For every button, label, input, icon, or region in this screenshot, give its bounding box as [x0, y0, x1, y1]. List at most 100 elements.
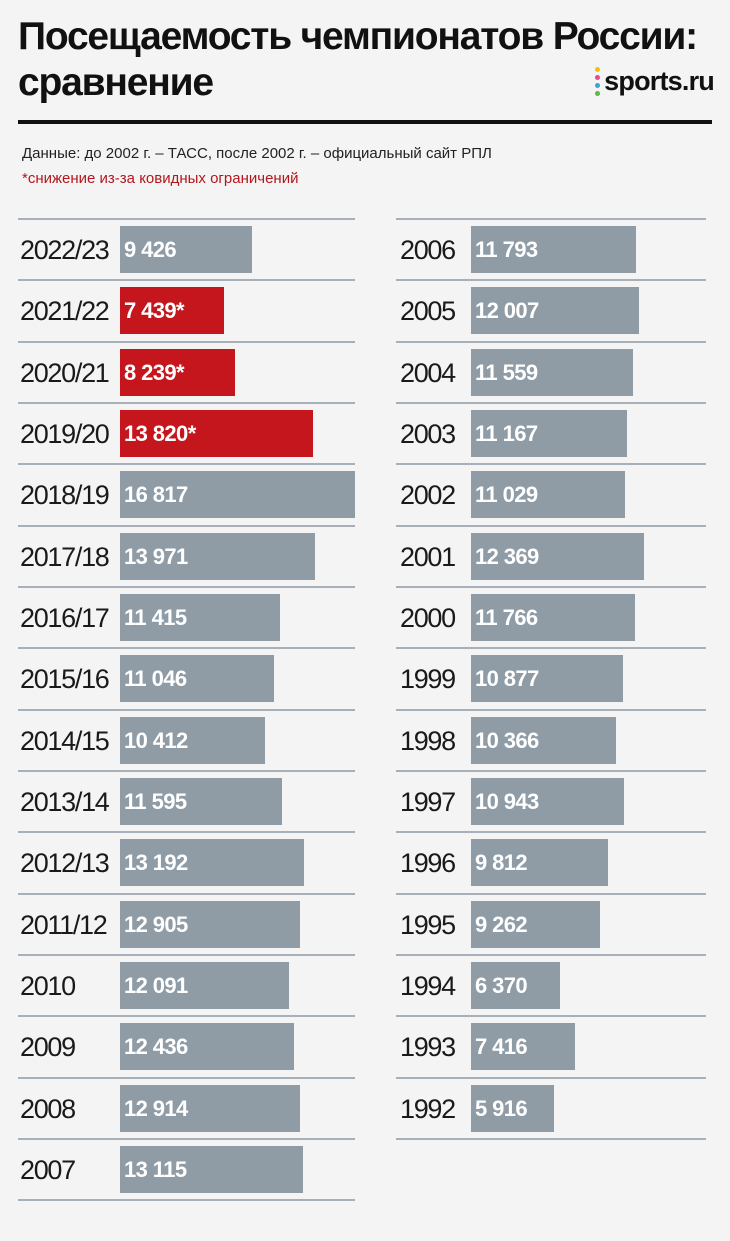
row-divider [396, 1137, 706, 1140]
attendance-bar [471, 287, 639, 335]
bar-value-label: 16 817 [124, 482, 188, 508]
season-label: 2016/17 [20, 602, 110, 633]
season-label: 2009 [20, 1032, 76, 1063]
row-divider [396, 524, 706, 527]
season-label: 2004 [400, 357, 456, 388]
season-label: 2006 [400, 235, 456, 265]
attendance-bar [120, 532, 316, 580]
row-divider [396, 1076, 706, 1079]
attendance-bar [120, 716, 266, 764]
bar-value-label: 10 412 [124, 727, 188, 753]
covid-note: *снижение из-за ковидных ограничений [22, 170, 299, 187]
bar-value-label: 12 007 [475, 298, 539, 324]
row-divider [18, 1199, 355, 1202]
row-divider [396, 218, 706, 220]
row-divider [18, 892, 355, 895]
row-divider [18, 769, 355, 772]
row-divider [18, 524, 355, 527]
bar-value-label: 6 370 [475, 972, 528, 998]
bar-value-label: 12 914 [124, 1095, 188, 1121]
attendance-bar [120, 593, 280, 641]
logo-dot-blue [595, 83, 601, 88]
season-label: 1997 [400, 786, 456, 817]
bar-value-label: 5 916 [475, 1095, 528, 1121]
row-divider [396, 463, 706, 466]
bar-value-label: 12 436 [124, 1034, 188, 1060]
logo-dot-green [595, 91, 601, 96]
attendance-bar [471, 409, 628, 457]
row-divider [18, 585, 355, 588]
attendance-bar [471, 1084, 554, 1132]
bar-value-label: 11 415 [124, 604, 187, 630]
row-divider [396, 769, 706, 772]
row-divider [18, 1137, 355, 1140]
row-divider [396, 1015, 706, 1018]
attendance-bar [120, 226, 252, 273]
attendance-bar [471, 593, 636, 641]
attendance-bar [120, 655, 275, 703]
season-label: 2014/15 [20, 725, 110, 756]
attendance-bar [471, 655, 623, 703]
season-label: 1992 [400, 1093, 456, 1124]
header-rule [18, 120, 712, 124]
season-label: 2005 [400, 296, 456, 327]
season-label: 2000 [400, 602, 456, 633]
season-label: 1996 [400, 848, 456, 879]
row-divider [18, 340, 355, 343]
logo-dot-pink [595, 75, 601, 80]
season-label: 2015/16 [20, 664, 110, 695]
attendance-bar [471, 961, 560, 1009]
attendance-bar [471, 471, 626, 519]
bar-value-label: 12 905 [124, 911, 188, 937]
attendance-bar [120, 348, 236, 396]
attendance-bar [471, 839, 609, 887]
bar-value-label: 13 115 [124, 1156, 187, 1182]
row-divider [396, 953, 706, 956]
attendance-bar [471, 900, 601, 948]
attendance-bar [471, 716, 616, 764]
attendance-bar [120, 1023, 294, 1071]
row-divider [396, 647, 706, 650]
attendance-bar [471, 777, 624, 825]
bar-value-label: 9 812 [475, 850, 528, 876]
season-label: 1998 [400, 725, 456, 756]
bar-value-label: 13 820* [124, 420, 196, 446]
attendance-bar [471, 348, 633, 396]
row-divider [18, 401, 355, 404]
row-divider [396, 708, 706, 711]
row-divider [396, 892, 706, 895]
bar-value-label: 13 971 [124, 543, 188, 569]
bar-value-label: 11 167 [475, 420, 538, 446]
bar-value-label: 11 766 [475, 604, 538, 630]
chart-title: Посещаемость чемпионатов России: сравнен… [18, 15, 698, 104]
row-divider [396, 585, 706, 588]
season-label: 2013/14 [20, 786, 110, 817]
season-label: 2019/20 [20, 418, 110, 449]
bar-value-label: 13 192 [124, 850, 188, 876]
row-divider [396, 279, 706, 282]
logo-dots-icon [595, 67, 601, 96]
attendance-bar [120, 777, 283, 825]
bar-value-label: 11 046 [124, 666, 187, 692]
bar-value-label: 12 091 [124, 972, 188, 998]
season-label: 1999 [400, 664, 456, 695]
attendance-bar [120, 1084, 301, 1132]
bar-value-label: 12 369 [475, 543, 539, 569]
attendance-bar [120, 409, 314, 457]
season-label: 2020/21 [20, 357, 110, 388]
season-label: 1994 [400, 970, 456, 1001]
source-note: Данные: до 2002 г. – ТАСС, после 2002 г.… [22, 145, 492, 162]
attendance-bar [120, 961, 289, 1009]
season-label: 2001 [400, 541, 456, 572]
row-divider [18, 1015, 355, 1018]
bar-value-label: 11 595 [124, 788, 187, 814]
bar-value-label: 9 426 [124, 237, 177, 262]
bar-value-label: 10 877 [475, 666, 539, 692]
season-label: 2018/19 [20, 480, 110, 511]
bar-value-label: 11 559 [475, 359, 538, 385]
row-divider [396, 401, 706, 404]
row-divider [18, 831, 355, 834]
season-label: 2011/12 [20, 909, 108, 940]
bar-value-label: 7 416 [475, 1034, 528, 1060]
